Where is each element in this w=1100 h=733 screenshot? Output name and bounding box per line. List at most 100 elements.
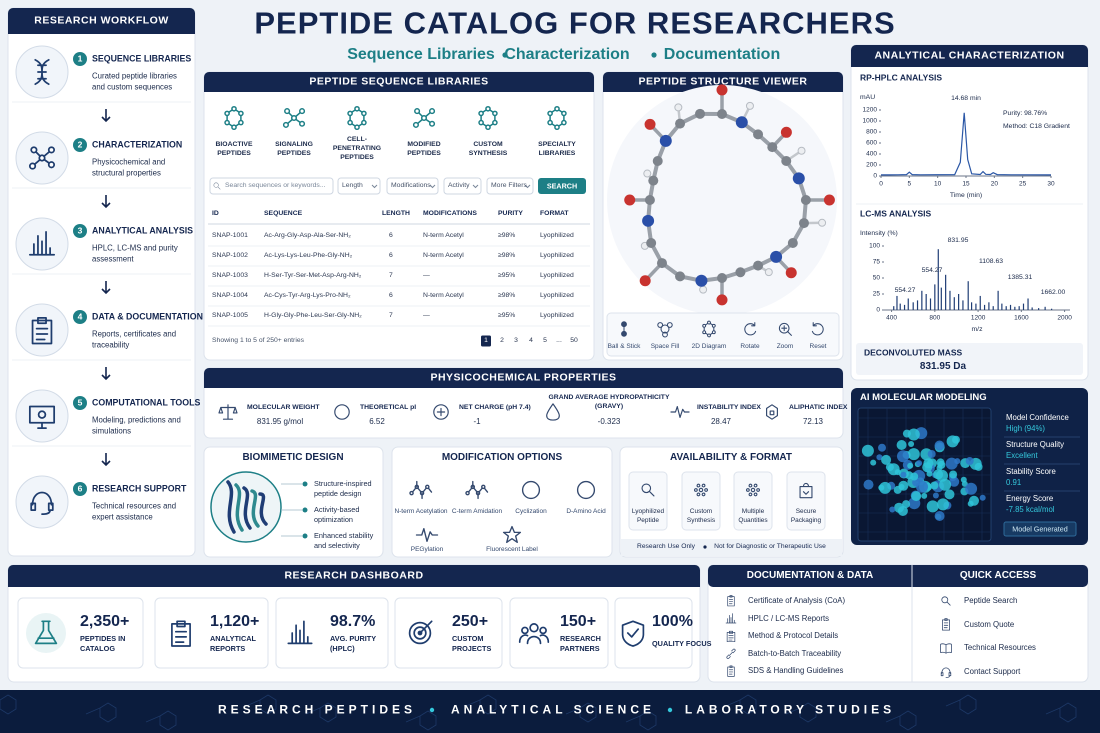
molecule-atom	[797, 146, 806, 155]
filter-dropdown[interactable]	[337, 177, 381, 195]
filter-label[interactable]: Modifications	[391, 181, 431, 189]
page-link[interactable]: 4	[529, 336, 533, 344]
icon-stroke	[420, 114, 428, 122]
category-label[interactable]: CELL-PENETRATING PEPTIDES	[332, 136, 382, 162]
icon	[31, 316, 53, 345]
document-link[interactable]: Certificate of Analysis (CoA)	[748, 596, 846, 606]
x-tick-label: 400	[886, 315, 897, 322]
page-link[interactable]: ...	[556, 336, 562, 344]
icon	[28, 230, 56, 256]
footer-pattern	[785, 702, 817, 723]
quick-link[interactable]: Contact Support	[964, 667, 1021, 677]
viewer-tool[interactable]: 2D Diagram	[691, 342, 727, 350]
category-label[interactable]: SPECIALTY LIBRARIES	[538, 140, 576, 157]
viewer-tool[interactable]: Reset	[809, 342, 827, 350]
icon-stroke	[701, 483, 706, 488]
icon-stroke	[28, 162, 37, 170]
icon-stroke	[414, 108, 421, 115]
search-button-label[interactable]: SEARCH	[546, 181, 578, 191]
filter-dropdown[interactable]	[443, 177, 482, 195]
step-description: Reports, certificates and traceability	[92, 329, 177, 350]
quick-link[interactable]: Peptide Search	[964, 596, 1018, 606]
icon-stroke	[748, 483, 753, 488]
search-button[interactable]	[538, 178, 586, 194]
x-tick-label: 20	[991, 181, 999, 188]
page-link[interactable]: 5	[543, 336, 547, 344]
category-label[interactable]: SIGNALING PEPTIDES	[275, 140, 313, 157]
molecule-atom	[644, 118, 656, 130]
design-point: Enhanced stability and selectivity	[314, 531, 374, 550]
category-label[interactable]: CUSTOM SYNTHESIS	[468, 140, 508, 157]
panel-header	[204, 382, 843, 388]
document-link[interactable]: Method & Protocol Details	[748, 631, 839, 641]
panel-title: AI MOLECULAR MODELING	[860, 392, 987, 404]
ai-atom	[939, 478, 952, 491]
page-link[interactable]: 2	[500, 336, 504, 344]
ai-atom	[893, 485, 902, 494]
icon	[478, 105, 498, 131]
icon-stroke	[726, 630, 736, 643]
ai-atom	[897, 450, 909, 463]
viewer-tool[interactable]: Space Fill	[650, 342, 680, 350]
molecule-atom	[767, 142, 778, 153]
footer-band	[0, 690, 1100, 733]
footer-separator	[667, 707, 673, 713]
step-number: 2	[77, 139, 83, 150]
metric-value: 0.91	[1006, 478, 1022, 488]
document-link[interactable]: Batch-to-Batch Traceability	[748, 648, 842, 658]
ai-atom	[954, 458, 961, 465]
ai-atom	[861, 444, 874, 457]
icon	[641, 483, 655, 497]
search-input[interactable]	[209, 177, 334, 195]
page-current[interactable]	[481, 335, 491, 347]
table-header: PURITY	[498, 209, 523, 217]
step-description: Technical resources and expert assistanc…	[92, 501, 177, 522]
molecule-atom	[656, 258, 667, 269]
modification-option: Cyclization	[515, 507, 547, 515]
filter-label[interactable]: More Filters	[491, 181, 527, 189]
search-placeholder[interactable]: Search sequences or keywords...	[225, 181, 326, 189]
quick-link[interactable]: Custom Quote	[964, 619, 1015, 629]
page-link[interactable]: 3	[514, 336, 518, 344]
step-arrow	[101, 453, 111, 467]
icon-stroke	[711, 330, 716, 335]
icon-stroke	[28, 405, 56, 430]
viewer-tool[interactable]: Rotate	[740, 342, 760, 350]
viewer-tool[interactable]: Zoom	[776, 342, 794, 350]
panel-title: AVAILABILITY & FORMAT	[669, 451, 793, 463]
icon-stroke	[547, 119, 553, 126]
bullet	[302, 533, 308, 539]
step-description: HPLC, LC-MS and purity assessment	[92, 243, 178, 264]
filter-dropdown[interactable]	[486, 177, 534, 195]
viewer-tool[interactable]: Ball & Stick	[607, 342, 641, 350]
ai-atom	[944, 489, 955, 500]
document-link[interactable]: SDS & Handling Guidelines	[748, 666, 844, 676]
icon	[940, 667, 952, 678]
quick-link[interactable]: Technical Resources	[964, 643, 1036, 653]
property-label: INSTABILITY INDEX	[697, 403, 761, 411]
icon	[621, 321, 627, 337]
filter-label[interactable]: Length	[342, 181, 363, 189]
subtitle-item: Documentation	[663, 46, 781, 63]
page-link[interactable]: 1	[484, 336, 488, 344]
icon-stroke	[37, 410, 47, 419]
icon-stroke	[408, 621, 432, 645]
property-value: 28.47	[710, 417, 732, 426]
icon-stroke	[429, 108, 436, 115]
molecule-atom	[695, 274, 708, 287]
icon-stroke	[660, 324, 670, 334]
table-cell: H-Gly-Gly-Phe-Leu-Ser-Gly-NH₂	[264, 311, 362, 319]
filter-dropdown[interactable]	[386, 177, 439, 195]
table-cell: 6	[389, 251, 393, 259]
ai-atom	[878, 484, 885, 491]
stat-card	[394, 597, 503, 669]
filter-label[interactable]: Activity	[448, 181, 470, 189]
molecule-atom	[781, 155, 792, 166]
page-link[interactable]: 50	[570, 336, 578, 344]
icon-stroke	[171, 620, 191, 647]
document-link[interactable]: HPLC / LC-MS Reports	[748, 613, 830, 623]
footer-item: ANALYTICAL SCIENCE	[450, 702, 656, 717]
category-label[interactable]: MODIFIED PEPTIDES	[407, 140, 441, 157]
category-label[interactable]: BIOACTIVE PEPTIDES	[215, 140, 253, 157]
